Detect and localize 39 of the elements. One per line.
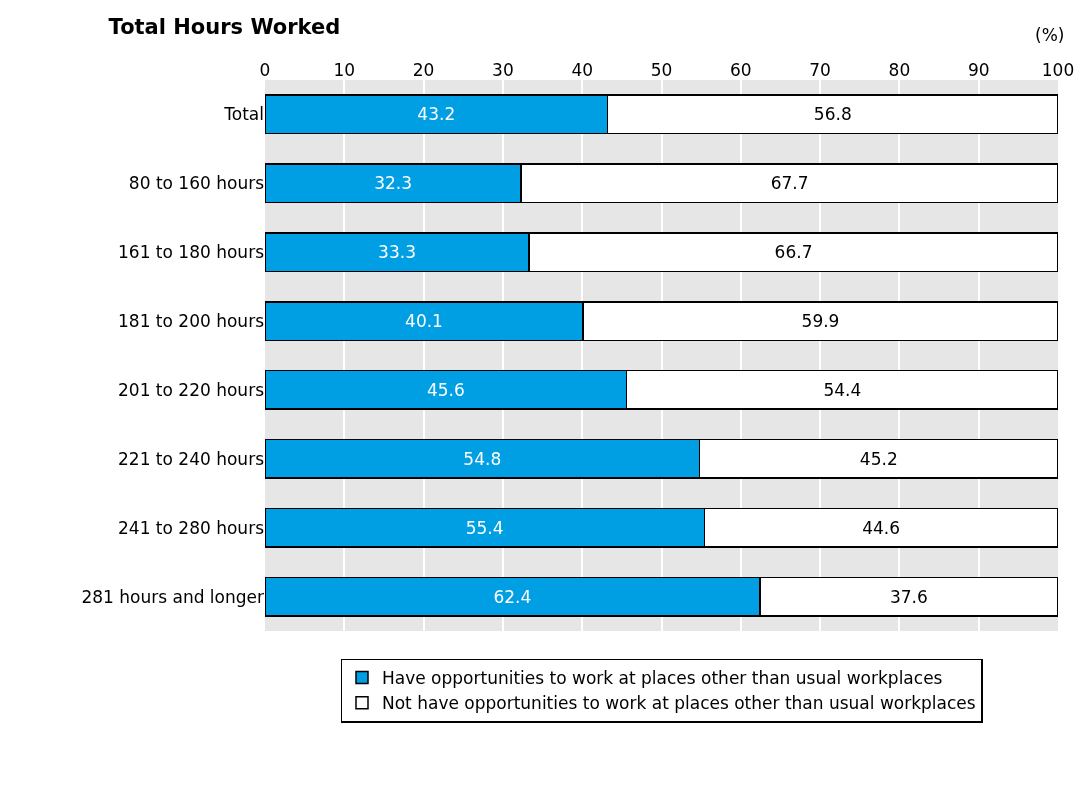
x-tick-label: 60 [729, 59, 752, 80]
x-tick-label: 70 [809, 59, 831, 80]
y-tick-label: Total [223, 104, 264, 125]
y-tick-label: 221 to 240 hours [118, 448, 265, 469]
data-label: 67.7 [770, 173, 809, 194]
y-tick-label: 80 to 160 hours [128, 173, 265, 194]
legend-label: Not have opportunities to work at places other than usual workplaces [382, 693, 976, 714]
data-label: 66.7 [774, 242, 813, 263]
x-tick-label: 40 [571, 59, 594, 80]
x-tick-label: 0 [259, 59, 271, 80]
x-tick-label: 100 [1041, 59, 1075, 80]
y-tick-label: 181 to 200 hours [118, 311, 265, 332]
x-tick-label: 20 [412, 59, 435, 80]
data-label: 45.2 [859, 448, 898, 469]
y-tick-label: 161 to 180 hours [118, 242, 265, 263]
y-tick-label: 281 hours and longer [81, 586, 265, 607]
x-tick-label: 10 [333, 59, 356, 80]
y-tick-label: 201 to 220 hours [118, 379, 265, 400]
data-label: 33.3 [378, 242, 416, 263]
data-label: 40.1 [405, 311, 443, 332]
data-label: 32.3 [374, 173, 412, 194]
x-tick-label: 90 [967, 59, 990, 80]
x-tick-label: 50 [650, 59, 673, 80]
data-label: 55.4 [465, 517, 504, 538]
data-label: 37.6 [889, 586, 928, 607]
y-tick-label: 241 to 280 hours [118, 517, 265, 538]
data-label: 54.4 [823, 379, 862, 400]
data-label: 56.8 [813, 104, 852, 125]
chart-title: Total Hours Worked [108, 15, 341, 40]
legend-label: Have opportunities to work at places other than usual workplaces [382, 668, 943, 689]
data-label: 44.6 [862, 517, 901, 538]
text: (%) [1035, 25, 1065, 45]
data-label: 59.9 [801, 311, 840, 332]
x-tick-label: 30 [492, 59, 514, 80]
data-label: 43.2 [417, 104, 456, 125]
data-label: 54.8 [463, 448, 502, 469]
data-label: 45.6 [426, 379, 465, 400]
data-label: 62.4 [493, 586, 532, 607]
x-tick-label: 80 [888, 59, 911, 80]
